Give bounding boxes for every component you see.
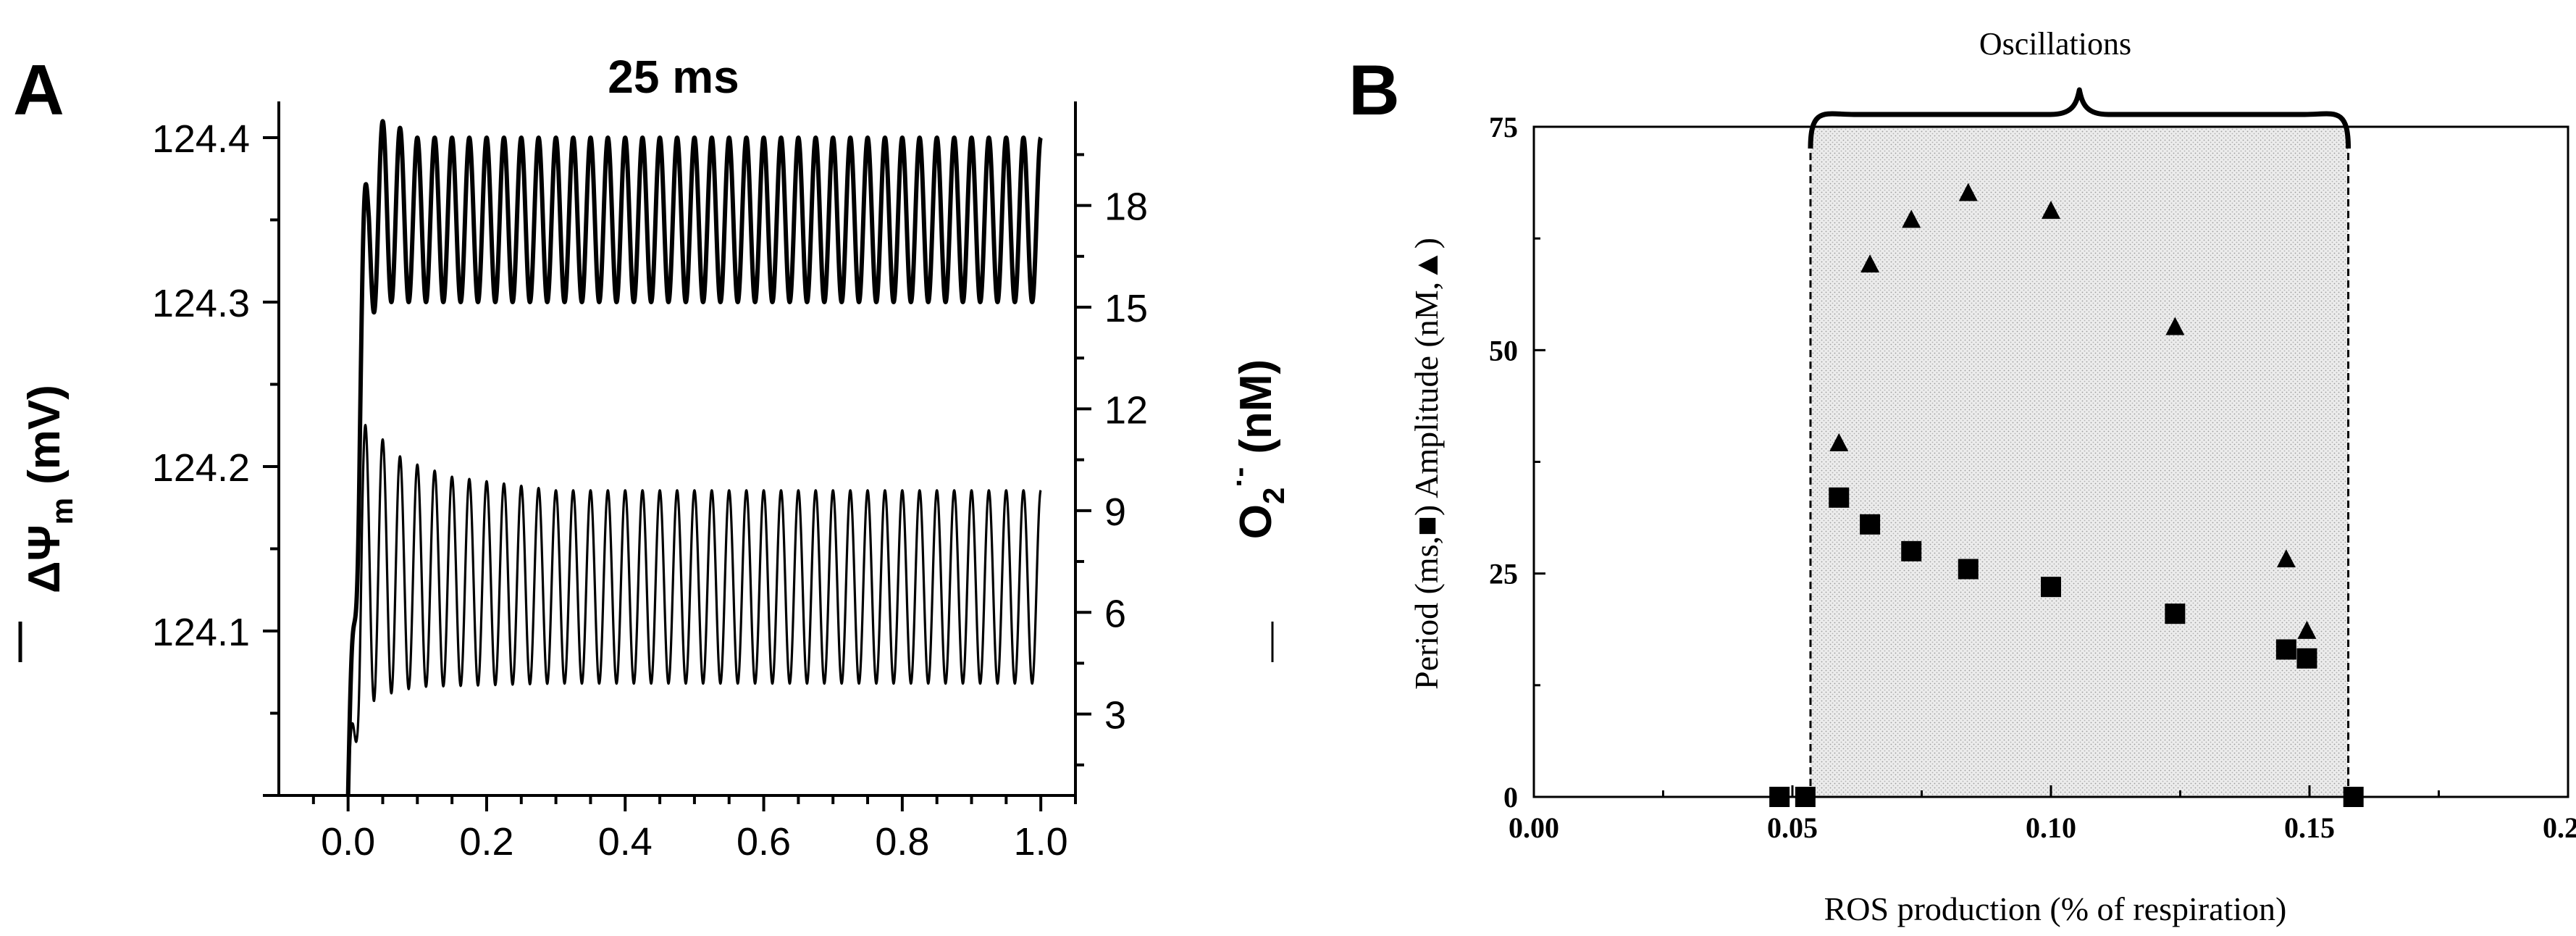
panel-a-x-tick-label: 0.0	[321, 820, 375, 864]
panel-b-x-tick-label: 0.20	[2543, 811, 2576, 844]
panel-b-y-tick-label: 75	[1489, 111, 1518, 143]
superoxide-trace	[347, 424, 1042, 796]
oscillation-region	[1810, 127, 2349, 797]
y-left-label-subscript: m	[45, 498, 79, 525]
panel-a-x-tick-label: 1.0	[1014, 820, 1068, 864]
amplitude-triangle-marker	[1829, 433, 1849, 451]
panel-b-x-tick-label: 0.05	[1767, 811, 1818, 844]
panel-a-plot: 0.0 0.2 0.4 0.6 0.8 1.0 124.1 124.2 124.3 124.4 3 6…	[152, 101, 1148, 864]
period-square-marker	[2165, 603, 2186, 624]
y-right-label-unit: (nM)	[1231, 359, 1281, 454]
amplitude-triangle-marker	[2276, 549, 2296, 568]
panel-a-y-left-tick-label: 124.3	[152, 282, 250, 325]
panel-b-label: B	[1348, 50, 1400, 130]
panel-b-plot: 0.00 0.05 0.10 0.15 0.20 0 25 50 75	[1489, 87, 2576, 844]
panel-a: A 25 ms ΔΨm (mV) O2·- (nM)	[13, 50, 1291, 662]
svg-text:ΔΨm(mV): ΔΨm (mV)	[20, 385, 79, 593]
panel-b-ylabel: Period (ms,■) Amplitude (nM,▲)	[1408, 238, 1445, 690]
period-square-marker	[2296, 648, 2317, 669]
panel-b-xlabel: ROS production (% of respiration)	[1824, 890, 2287, 927]
period-square-marker	[1829, 487, 1850, 508]
amplitude-triangle-marker	[1902, 209, 1921, 228]
amplitude-triangle-marker	[2165, 317, 2185, 335]
period-square-marker	[1769, 787, 1790, 807]
period-square-marker	[2041, 577, 2061, 598]
membrane-potential-trace	[345, 119, 1043, 796]
amplitude-triangle-marker	[1860, 254, 1880, 273]
panel-a-x-tick-label: 0.8	[875, 820, 929, 864]
panel-b-x-tick-label: 0.00	[1509, 811, 1559, 844]
y-right-label-superscript: ·-	[1222, 467, 1256, 488]
panel-b-x-tick-label: 0.10	[2026, 811, 2076, 844]
panel-b: B Oscillations ROS production (% of resp…	[1348, 26, 2286, 927]
panel-b-y-tick-label: 0	[1503, 781, 1518, 814]
panel-a-y-right-tick-label: 18	[1104, 185, 1148, 229]
period-square-marker	[1795, 787, 1816, 807]
panel-a-y-right-label: O2·- (nM)	[1222, 359, 1291, 539]
panel-b-x-tick-label: 0.15	[2284, 811, 2335, 844]
panel-b-y-tick-label: 50	[1489, 334, 1518, 367]
period-square-marker	[1958, 559, 1979, 580]
panel-a-y-left-label: ΔΨm (mV)	[20, 385, 79, 593]
panel-a-x-tick-label: 0.6	[737, 820, 791, 864]
y-right-label-symbol: O	[1231, 504, 1281, 539]
amplitude-triangle-marker	[1958, 183, 1978, 201]
panel-a-y-right-tick-label: 6	[1104, 592, 1126, 635]
svg-text:Period (ms,■) Amplitude (nM,▲): Period (ms,■) Amplitude (nM,▲)	[1408, 238, 1445, 690]
y-left-label-unit: (mV)	[20, 385, 70, 485]
panel-a-y-right-tick-label: 9	[1104, 490, 1126, 534]
panel-a-y-left-tick-label: 124.4	[152, 117, 250, 161]
panel-a-y-right-tick-label: 3	[1104, 694, 1126, 737]
period-square-marker	[2275, 639, 2296, 660]
period-square-marker	[1901, 540, 1922, 561]
panel-a-y-right-tick-label: 15	[1104, 287, 1148, 330]
amplitude-triangle-marker	[2042, 201, 2060, 220]
y-left-label-symbol: ΔΨ	[20, 525, 70, 593]
svg-text:O2·-(nM): O2·- (nM)	[1222, 359, 1291, 539]
oscillations-label: Oscillations	[1979, 26, 2131, 62]
amplitude-triangle-marker	[2297, 620, 2317, 639]
panel-a-y-left-tick-label: 124.1	[152, 611, 250, 654]
oscillations-bracket	[1808, 87, 2351, 149]
panel-a-label: A	[13, 50, 64, 130]
panel-a-y-right-tick-label: 12	[1104, 388, 1148, 432]
panel-a-x-tick-label: 0.4	[598, 820, 653, 864]
period-square-marker	[2343, 787, 2364, 807]
panel-a-title: 25 ms	[608, 51, 739, 103]
y-right-label-subscript: 2	[1256, 488, 1291, 504]
period-square-marker	[1860, 514, 1881, 535]
panel-b-y-tick-label: 25	[1489, 558, 1518, 590]
panel-a-x-tick-label: 0.2	[459, 820, 513, 864]
panel-a-y-left-tick-label: 124.2	[152, 446, 250, 490]
